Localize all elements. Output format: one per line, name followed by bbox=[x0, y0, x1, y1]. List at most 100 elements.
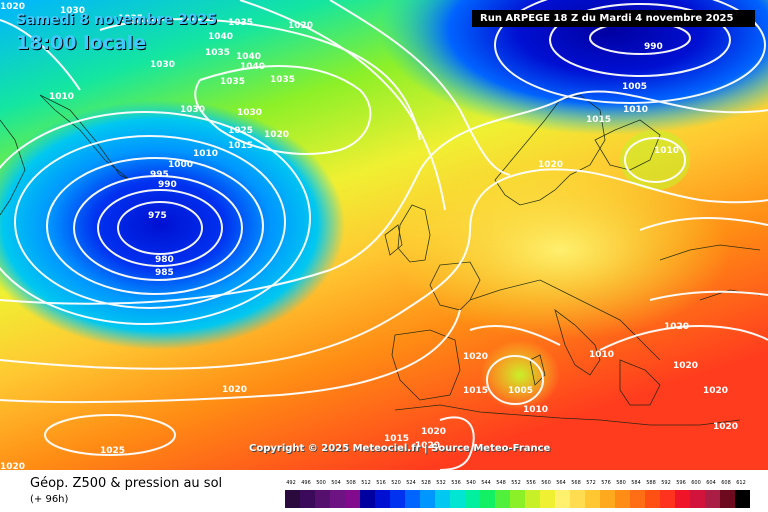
legend-value-label: 576 bbox=[601, 480, 611, 486]
legend-swatch bbox=[300, 490, 315, 508]
legend-value-label: 512 bbox=[361, 480, 371, 486]
isobar-pressure-label: 1035 bbox=[220, 77, 245, 87]
legend-swatch bbox=[495, 490, 510, 508]
legend-value-label: 596 bbox=[676, 480, 686, 486]
legend-value-label: 600 bbox=[691, 480, 701, 486]
forecast-offset: (+ 96h) bbox=[30, 494, 69, 505]
isobar-pressure-label: 1030 bbox=[237, 108, 262, 118]
isobar-pressure-label: 1020 bbox=[222, 385, 247, 395]
isobar-pressure-label: 1010 bbox=[523, 405, 548, 415]
legend-swatch bbox=[660, 490, 675, 508]
legend-value-label: 516 bbox=[376, 480, 386, 486]
isobar-pressure-label: 1040 bbox=[236, 52, 261, 62]
legend-value-label: 552 bbox=[511, 480, 521, 486]
isobar-pressure-label: 1010 bbox=[193, 149, 218, 159]
isobar-pressure-label: 1035 bbox=[270, 75, 295, 85]
legend-swatch bbox=[315, 490, 330, 508]
legend-value-label: 532 bbox=[436, 480, 446, 486]
isobars bbox=[0, 0, 768, 470]
isobar-pressure-label: 1015 bbox=[586, 115, 611, 125]
isobar-pressure-label: 1035 bbox=[205, 48, 230, 58]
isobar-pressure-label: 1040 bbox=[240, 62, 265, 72]
legend-swatch bbox=[360, 490, 375, 508]
legend-swatch bbox=[570, 490, 585, 508]
legend-swatch bbox=[630, 490, 645, 508]
legend-value-label: 584 bbox=[631, 480, 641, 486]
isobar-pressure-label: 1010 bbox=[654, 146, 679, 156]
isobar-pressure-label: 1030 bbox=[150, 60, 175, 70]
legend-value-label: 572 bbox=[586, 480, 596, 486]
legend-value-label: 504 bbox=[331, 480, 341, 486]
isobar-pressure-label: 1020 bbox=[664, 322, 689, 332]
legend-swatch bbox=[525, 490, 540, 508]
legend-swatch bbox=[675, 490, 690, 508]
isobar-pressure-label: 1000 bbox=[168, 160, 193, 170]
legend-swatch bbox=[735, 490, 750, 508]
copyright-notice: Copyright © 2025 Meteociel.fr | Source M… bbox=[249, 443, 551, 454]
cool-pocket-east bbox=[620, 130, 690, 190]
isobar-pressure-label: 1005 bbox=[508, 386, 533, 396]
legend-value-label: 592 bbox=[661, 480, 671, 486]
legend-value-label: 588 bbox=[646, 480, 656, 486]
isobar-pressure-label: 1010 bbox=[49, 92, 74, 102]
map-caption: Géop. Z500 & pression au sol bbox=[30, 476, 223, 491]
isobar-pressure-label: 985 bbox=[155, 268, 174, 278]
legend-swatch bbox=[690, 490, 705, 508]
isobar-pressure-label: 995 bbox=[150, 170, 169, 180]
legend-value-label: 560 bbox=[541, 480, 551, 486]
legend-value-label: 544 bbox=[481, 480, 491, 486]
legend-value-label: 524 bbox=[406, 480, 416, 486]
isobar-pressure-label: 1015 bbox=[463, 386, 488, 396]
isobar-pressure-label: 1020 bbox=[673, 361, 698, 371]
legend-value-label: 604 bbox=[706, 480, 716, 486]
legend-swatch bbox=[450, 490, 465, 508]
legend-swatch bbox=[645, 490, 660, 508]
isobar-pressure-label: 1005 bbox=[622, 82, 647, 92]
legend-swatch bbox=[585, 490, 600, 508]
forecast-date: Samedi 8 novembre 2025 bbox=[16, 12, 217, 28]
isobar-pressure-label: 980 bbox=[155, 255, 174, 265]
map-footer: Géop. Z500 & pression au sol (+ 96h) 492… bbox=[0, 470, 768, 512]
legend-value-label: 556 bbox=[526, 480, 536, 486]
isobar-pressure-label: 1020 bbox=[415, 441, 440, 451]
legend-swatch bbox=[420, 490, 435, 508]
isobar-pressure-label: 975 bbox=[148, 211, 167, 221]
isobar-pressure-label: 1010 bbox=[589, 350, 614, 360]
legend-swatch bbox=[285, 490, 300, 508]
legend-swatch bbox=[720, 490, 735, 508]
legend-value-label: 568 bbox=[571, 480, 581, 486]
low-pressure-core-atlantic bbox=[0, 100, 345, 350]
legend-swatch bbox=[555, 490, 570, 508]
legend-value-label: 540 bbox=[466, 480, 476, 486]
legend-value-label: 500 bbox=[316, 480, 326, 486]
isobar-pressure-label: 1035 bbox=[228, 18, 253, 28]
forecast-time: 18:00 locale bbox=[16, 32, 147, 54]
isobar-pressure-label: 1020 bbox=[288, 21, 313, 31]
legend-value-label: 520 bbox=[391, 480, 401, 486]
legend-value-label: 492 bbox=[286, 480, 296, 486]
isobar-pressure-label: 1015 bbox=[228, 141, 253, 151]
legend-value-label: 536 bbox=[451, 480, 461, 486]
legend-value-label: 612 bbox=[736, 480, 746, 486]
legend-swatch bbox=[705, 490, 720, 508]
isobar-pressure-label: 1020 bbox=[538, 160, 563, 170]
legend-value-label: 564 bbox=[556, 480, 566, 486]
isobar-pressure-label: 1035 bbox=[118, 14, 143, 24]
isobar-pressure-label: 1030 bbox=[60, 6, 85, 16]
isobar-pressure-label: 1020 bbox=[0, 462, 25, 470]
isobar-pressure-label: 1015 bbox=[384, 434, 409, 444]
isobar-pressure-label: 1020 bbox=[421, 427, 446, 437]
legend-value-label: 608 bbox=[721, 480, 731, 486]
legend-swatch bbox=[510, 490, 525, 508]
isobar-pressure-label: 1020 bbox=[264, 130, 289, 140]
legend-swatch bbox=[435, 490, 450, 508]
legend-swatch bbox=[600, 490, 615, 508]
isobar-pressure-label: 1020 bbox=[463, 352, 488, 362]
isobar-pressure-label: 990 bbox=[644, 42, 663, 52]
legend-swatch bbox=[330, 490, 345, 508]
legend-swatch bbox=[540, 490, 555, 508]
model-run-info: Run ARPEGE 18 Z du Mardi 4 novembre 2025 bbox=[472, 10, 755, 27]
legend-swatch bbox=[480, 490, 495, 508]
